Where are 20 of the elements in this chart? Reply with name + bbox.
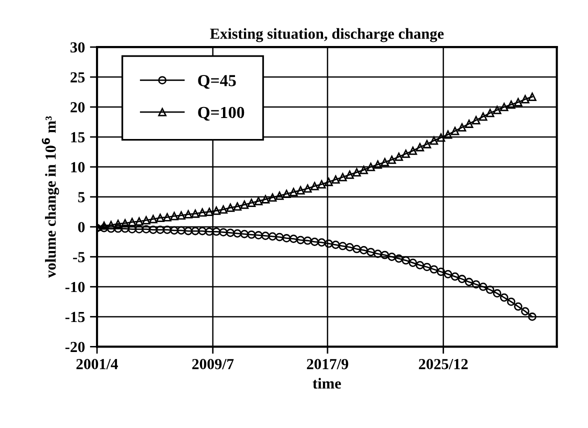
x-tick-label: 2017/9 (306, 358, 348, 370)
y-tick-label: 5 (78, 192, 85, 202)
y-tick-label: 15 (71, 132, 85, 142)
y-axis-title: volume change in 10$^{6}$ m³ (42, 116, 60, 278)
y-tick-label: 20 (70, 102, 85, 112)
x-tick-label: 2001/4 (76, 358, 118, 370)
legend-label: Q=45 (198, 75, 236, 89)
y-tick-label: 30 (70, 42, 85, 53)
y-tick-label: -20 (65, 342, 85, 352)
y-tick-label: 25 (70, 72, 85, 82)
x-tick-label: 2025/12 (418, 358, 468, 370)
y-tick-label: -15 (65, 312, 85, 322)
y-tick-label: 0 (78, 222, 85, 232)
x-axis-title: time (312, 378, 341, 389)
y-tick-label: -5 (73, 252, 85, 262)
y-tick-label: -10 (65, 282, 85, 292)
chart-title: Existing situation, discharge change (210, 28, 444, 42)
x-tick-label: 2009/7 (192, 358, 234, 370)
y-tick-label: 10 (71, 162, 85, 172)
legend-label: Q=100 (198, 106, 244, 121)
